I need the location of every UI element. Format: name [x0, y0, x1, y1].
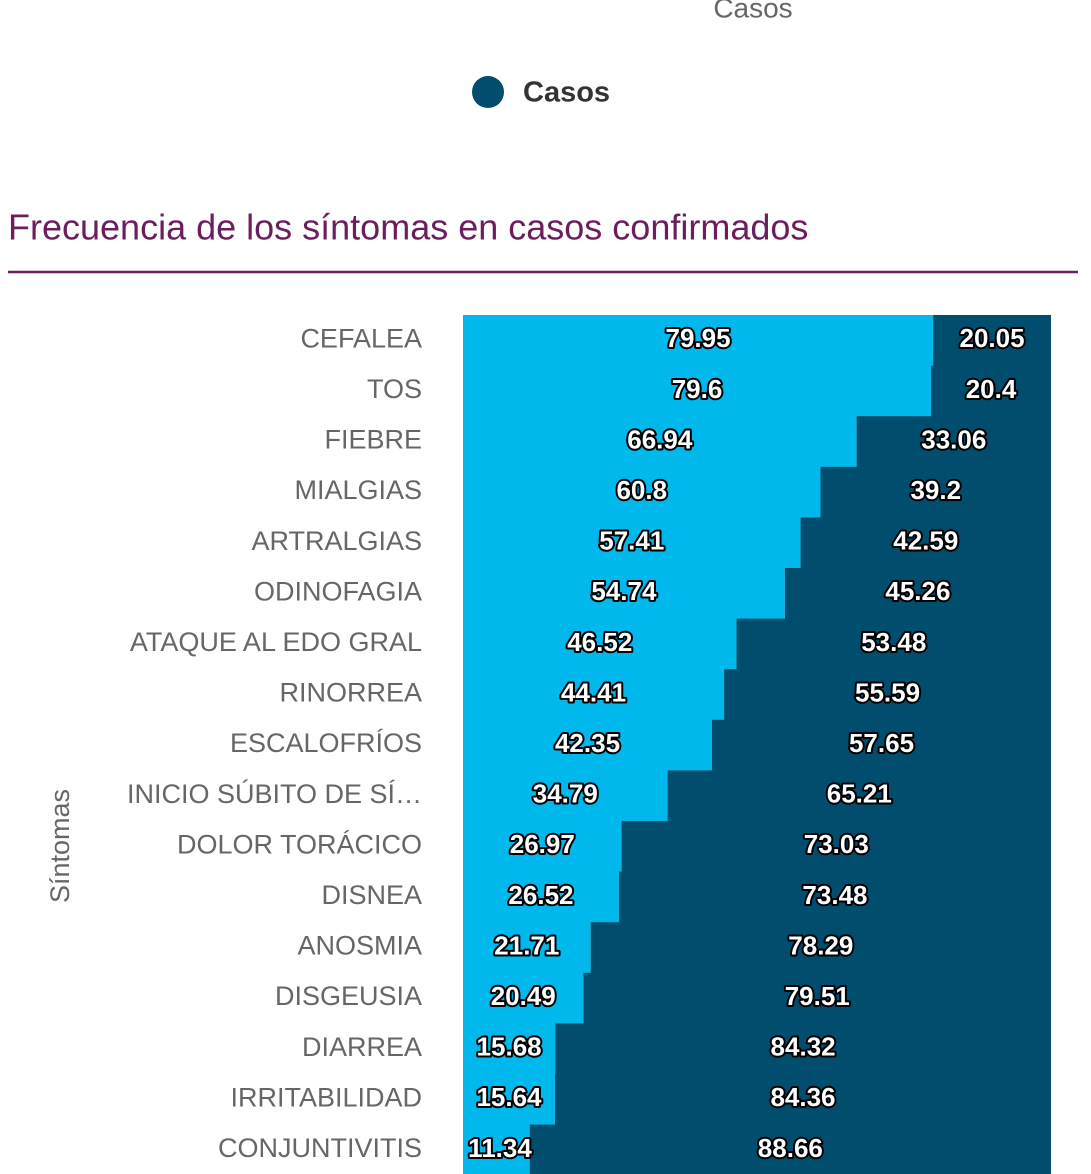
y-tick-label: INICIO SÚBITO DE SÍ…	[127, 778, 422, 809]
y-tick-label: CEFALEA	[300, 323, 422, 353]
data-label: 53.48	[861, 627, 926, 657]
data-label: 60.8	[616, 475, 667, 505]
bar-segment	[800, 517, 1051, 569]
y-tick-label: TOS	[367, 374, 422, 404]
bar-segment	[463, 466, 821, 518]
bar-segment	[590, 922, 1051, 974]
y-tick-label: FIEBRE	[324, 425, 422, 455]
y-tick-label: ODINOFAGIA	[254, 576, 422, 606]
data-label: 20.49	[491, 981, 556, 1011]
bar-segment	[554, 1074, 1051, 1126]
bar-segment	[463, 618, 737, 670]
data-label: 55.59	[855, 677, 920, 707]
data-label: 20.05	[960, 323, 1025, 353]
y-axis-label: Síntomas	[45, 789, 75, 903]
bar-segment	[463, 972, 584, 1024]
bar-segment	[555, 1023, 1051, 1075]
y-tick-label: DISGEUSIA	[275, 981, 422, 1011]
bar-segment	[820, 466, 1051, 518]
data-label: 57.41	[599, 526, 664, 556]
bar-segment	[931, 365, 1051, 417]
y-tick-label: CONJUNTIVITIS	[218, 1133, 422, 1163]
bar-segment	[463, 365, 932, 417]
bar-segment	[712, 719, 1051, 771]
data-label: 15.68	[477, 1032, 542, 1062]
data-label: 73.03	[804, 829, 869, 859]
y-tick-label: ATAQUE AL EDO GRAL	[130, 627, 422, 657]
legend-label: Casos	[523, 77, 610, 109]
y-tick-label: MIALGIAS	[294, 475, 422, 505]
legend-marker	[472, 76, 504, 108]
bar-segment	[463, 416, 857, 468]
bar-segment	[667, 770, 1051, 822]
data-label: 26.97	[510, 829, 575, 859]
data-label: 26.52	[508, 880, 573, 910]
bar-segment	[529, 1124, 1051, 1174]
data-label: 54.74	[591, 576, 657, 606]
bar-segment	[463, 315, 934, 367]
data-label: 42.35	[555, 728, 620, 758]
data-label: 44.41	[561, 677, 626, 707]
data-label: 42.59	[893, 526, 958, 556]
data-label: 20.4	[966, 374, 1017, 404]
bar-segment	[784, 568, 1051, 620]
data-label: 79.51	[785, 981, 850, 1011]
data-label: 84.36	[770, 1082, 835, 1112]
y-tick-label: DOLOR TORÁCICO	[177, 829, 422, 859]
data-label: 73.48	[802, 880, 867, 910]
bar-segment	[463, 1023, 556, 1075]
data-label: 79.6	[672, 374, 723, 404]
bar-segment	[463, 517, 801, 569]
bar-segment	[463, 922, 591, 974]
data-label: 45.26	[885, 576, 950, 606]
bar-segment	[463, 871, 619, 923]
data-label: 84.32	[771, 1032, 836, 1062]
bar-segment	[463, 1074, 555, 1126]
data-label: 66.94	[627, 424, 693, 454]
bar-segment	[583, 972, 1051, 1024]
data-label: 34.79	[533, 779, 598, 809]
bar-segment	[618, 871, 1051, 923]
data-label: 88.66	[758, 1133, 823, 1163]
prev-x-axis-label: Casos	[713, 0, 792, 23]
y-tick-label: RINORREA	[279, 678, 422, 708]
chart-title: Frecuencia de los síntomas en casos conf…	[8, 207, 808, 248]
data-label: 11.34	[468, 1133, 532, 1163]
data-label: 79.95	[666, 323, 731, 353]
bar-segment	[463, 669, 725, 721]
bar-segment	[724, 669, 1051, 721]
data-label: 78.29	[788, 930, 853, 960]
bar-segment	[621, 821, 1051, 873]
data-label: 57.65	[849, 728, 914, 758]
data-label: 15.64	[476, 1082, 542, 1112]
y-tick-label: DIARREA	[302, 1032, 422, 1062]
y-tick-label: DISNEA	[321, 880, 422, 910]
bar-segment	[463, 821, 622, 873]
y-tick-label: ESCALOFRÍOS	[230, 728, 422, 758]
data-label: 33.06	[921, 424, 986, 454]
y-tick-label: ARTRALGIAS	[251, 526, 422, 556]
bar-segment	[463, 719, 713, 771]
bar-segment	[463, 568, 785, 620]
bar-segment	[933, 315, 1051, 367]
y-tick-label: ANOSMIA	[297, 931, 422, 961]
bar-segment	[463, 770, 668, 822]
data-label: 46.52	[567, 627, 632, 657]
bar-segment	[736, 618, 1051, 670]
data-label: 39.2	[910, 475, 961, 505]
data-label: 21.71	[494, 930, 559, 960]
bar-segment	[856, 416, 1051, 468]
y-tick-label: IRRITABILIDAD	[230, 1082, 422, 1112]
bar-segment	[463, 1124, 530, 1174]
data-label: 65.21	[827, 779, 892, 809]
